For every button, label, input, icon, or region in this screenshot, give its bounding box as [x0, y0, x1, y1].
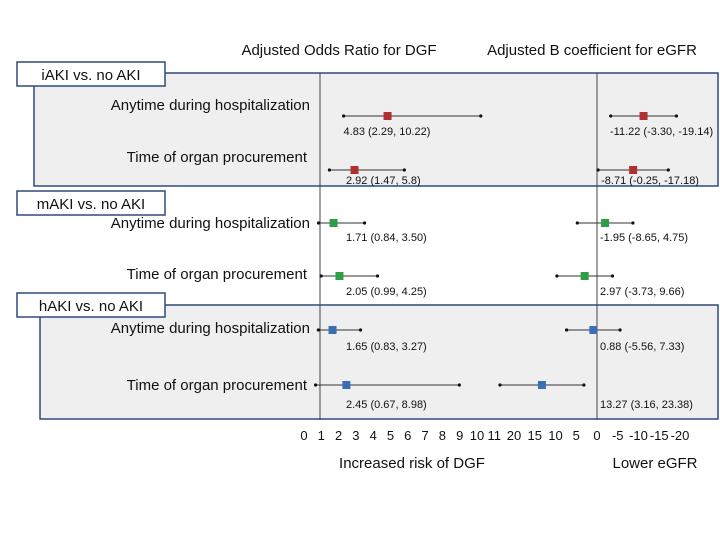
or-ci-upper-cap: [362, 221, 367, 225]
b-ci-upper-cap: [674, 114, 679, 118]
right-tick-label: 5: [573, 428, 580, 443]
b-ci-upper-cap: [555, 274, 559, 278]
or-ci-upper-cap: [457, 383, 461, 387]
right-tick-label: 20: [507, 428, 521, 443]
group-3-panel: [39, 304, 719, 420]
or-ci-upper-cap: [358, 328, 363, 332]
left-tick-label: 8: [439, 428, 446, 443]
or-ci-upper-cap: [375, 274, 380, 278]
or-ci-label: 1.65 (0.83, 3.27): [346, 341, 427, 353]
svg-text:mAKI vs. no AKI: mAKI vs. no AKI: [37, 196, 145, 213]
b-ci-lower-cap: [631, 221, 635, 225]
b-point: [639, 112, 648, 120]
svg-text:iAKI vs. no AKI: iAKI vs. no AKI: [41, 67, 140, 84]
b-ci-label: 13.27 (3.16, 23.38): [600, 399, 693, 411]
b-point: [589, 326, 598, 334]
right-tick-label: -5: [612, 428, 624, 443]
or-ci-lower-cap: [313, 383, 318, 387]
b-ci-lower-cap: [610, 274, 615, 278]
row-label: Time of organ procurement: [127, 377, 308, 394]
or-point: [350, 166, 359, 174]
or-point: [329, 219, 338, 227]
right-tick-label: 10: [548, 428, 562, 443]
left-tick-label: 7: [421, 428, 428, 443]
right-tick-label: 0: [593, 428, 600, 443]
left-panel-title: Adjusted Odds Ratio for DGF: [241, 42, 436, 59]
row-label: Time of organ procurement: [127, 266, 308, 283]
or-ci-upper-cap: [402, 168, 406, 172]
or-point: [335, 272, 344, 280]
left-tick-label: 4: [370, 428, 377, 443]
or-point: [342, 381, 351, 389]
left-tick-label: 3: [352, 428, 359, 443]
row-label: Anytime during hospitalization: [111, 320, 310, 337]
left-tick-label: 0: [300, 428, 307, 443]
group-label-2: mAKI vs. no AKI: [16, 190, 166, 216]
left-tick-label: 9: [456, 428, 463, 443]
left-tick-label: 11: [488, 428, 502, 443]
b-ci-lower-cap: [582, 383, 586, 387]
b-ci-upper-cap: [498, 383, 502, 387]
or-ci-upper-cap: [479, 114, 483, 118]
right-panel-title: Adjusted B coefficient for eGFR: [487, 42, 697, 59]
b-ci-label: -8.71 (-0.25, -17.18): [601, 175, 699, 187]
b-point: [601, 219, 610, 227]
group-1-panel: [33, 72, 719, 187]
b-ci-lower-cap: [596, 168, 600, 172]
or-ci-label: 1.71 (0.84, 3.50): [346, 232, 427, 244]
b-ci-label: -1.95 (-8.65, 4.75): [600, 232, 688, 244]
b-ci-upper-cap: [564, 328, 569, 332]
or-ci-lower-cap: [316, 328, 320, 332]
or-ci-lower-cap: [319, 274, 323, 278]
row-label: Anytime during hospitalization: [111, 215, 310, 232]
b-ci-upper-cap: [666, 168, 670, 172]
row-label: Time of organ procurement: [127, 149, 308, 166]
or-ci-label: 2.05 (0.99, 4.25): [346, 286, 427, 298]
b-ci-label: 0.88 (-5.56, 7.33): [600, 341, 684, 353]
or-ci-label: 2.45 (0.67, 8.98): [346, 399, 427, 411]
left-tick-label: 2: [335, 428, 342, 443]
or-point: [328, 326, 337, 334]
row-label: Anytime during hospitalization: [111, 97, 310, 114]
b-ci-upper-cap: [575, 221, 579, 225]
right-tick-label: -10: [629, 428, 648, 443]
or-ci-lower-cap: [342, 114, 346, 118]
b-point: [580, 272, 589, 280]
group-label-1: iAKI vs. no AKI: [16, 61, 166, 87]
right-tick-label: 15: [528, 428, 542, 443]
right-axis-label: Lower eGFR: [612, 455, 697, 472]
or-ci-label: 4.83 (2.29, 10.22): [344, 126, 431, 138]
b-ci-label: 2.97 (-3.73, 9.66): [600, 286, 684, 298]
or-ci-lower-cap: [327, 168, 332, 172]
right-tick-label: -15: [650, 428, 669, 443]
right-tick-label: -20: [671, 428, 690, 443]
b-ci-label: -11.22 (-3.30, -19.14): [610, 126, 713, 138]
b-point: [537, 381, 546, 389]
or-ci-label: 2.92 (1.47, 5.8): [346, 175, 421, 187]
or-point: [383, 112, 392, 120]
left-tick-label: 5: [387, 428, 394, 443]
left-axis-label: Increased risk of DGF: [339, 455, 485, 472]
left-tick-label: 1: [318, 428, 325, 443]
svg-text:hAKI vs. no AKI: hAKI vs. no AKI: [39, 298, 143, 315]
b-ci-lower-cap: [618, 328, 622, 332]
or-ci-lower-cap: [316, 221, 321, 225]
b-ci-lower-cap: [609, 114, 613, 118]
left-tick-label: 10: [470, 428, 484, 443]
b-point: [629, 166, 638, 174]
group-label-3: hAKI vs. no AKI: [16, 292, 166, 318]
left-tick-label: 6: [404, 428, 411, 443]
